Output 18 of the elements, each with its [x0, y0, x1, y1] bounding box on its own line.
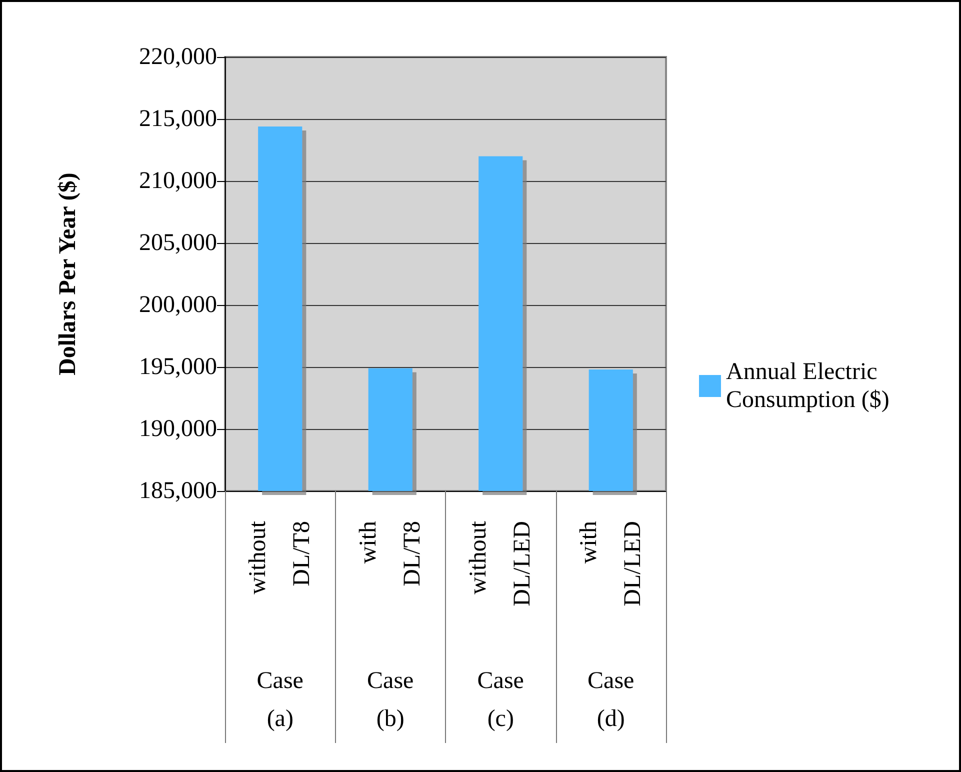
text: Case (b): [367, 668, 414, 732]
y-tick-label: 195,000: [139, 354, 217, 380]
text: Case (d): [588, 668, 634, 732]
y-tick-label: 190,000: [139, 416, 217, 442]
x-tick-label: without DL/T8: [245, 520, 316, 594]
x-tick-label: with DL/LED: [576, 521, 646, 606]
y-tick-label: 200,000: [139, 292, 217, 318]
y-tick-label: 185,000: [139, 478, 217, 504]
x-tick-label: with DL/T8: [355, 521, 426, 586]
y-tick-label: 215,000: [139, 106, 217, 132]
legend-label: Annual Electric Consumption ($): [726, 359, 890, 413]
y-tick-label: 210,000: [139, 168, 217, 194]
y-axis-title: Dollars Per Year ($): [55, 172, 81, 376]
x-tick-label: without DL/LED: [466, 520, 536, 606]
y-tick-label: 205,000: [139, 230, 217, 256]
text: Case (a): [256, 668, 304, 732]
y-tick-label: 220,000: [139, 44, 217, 70]
text: Case (c): [477, 668, 524, 732]
